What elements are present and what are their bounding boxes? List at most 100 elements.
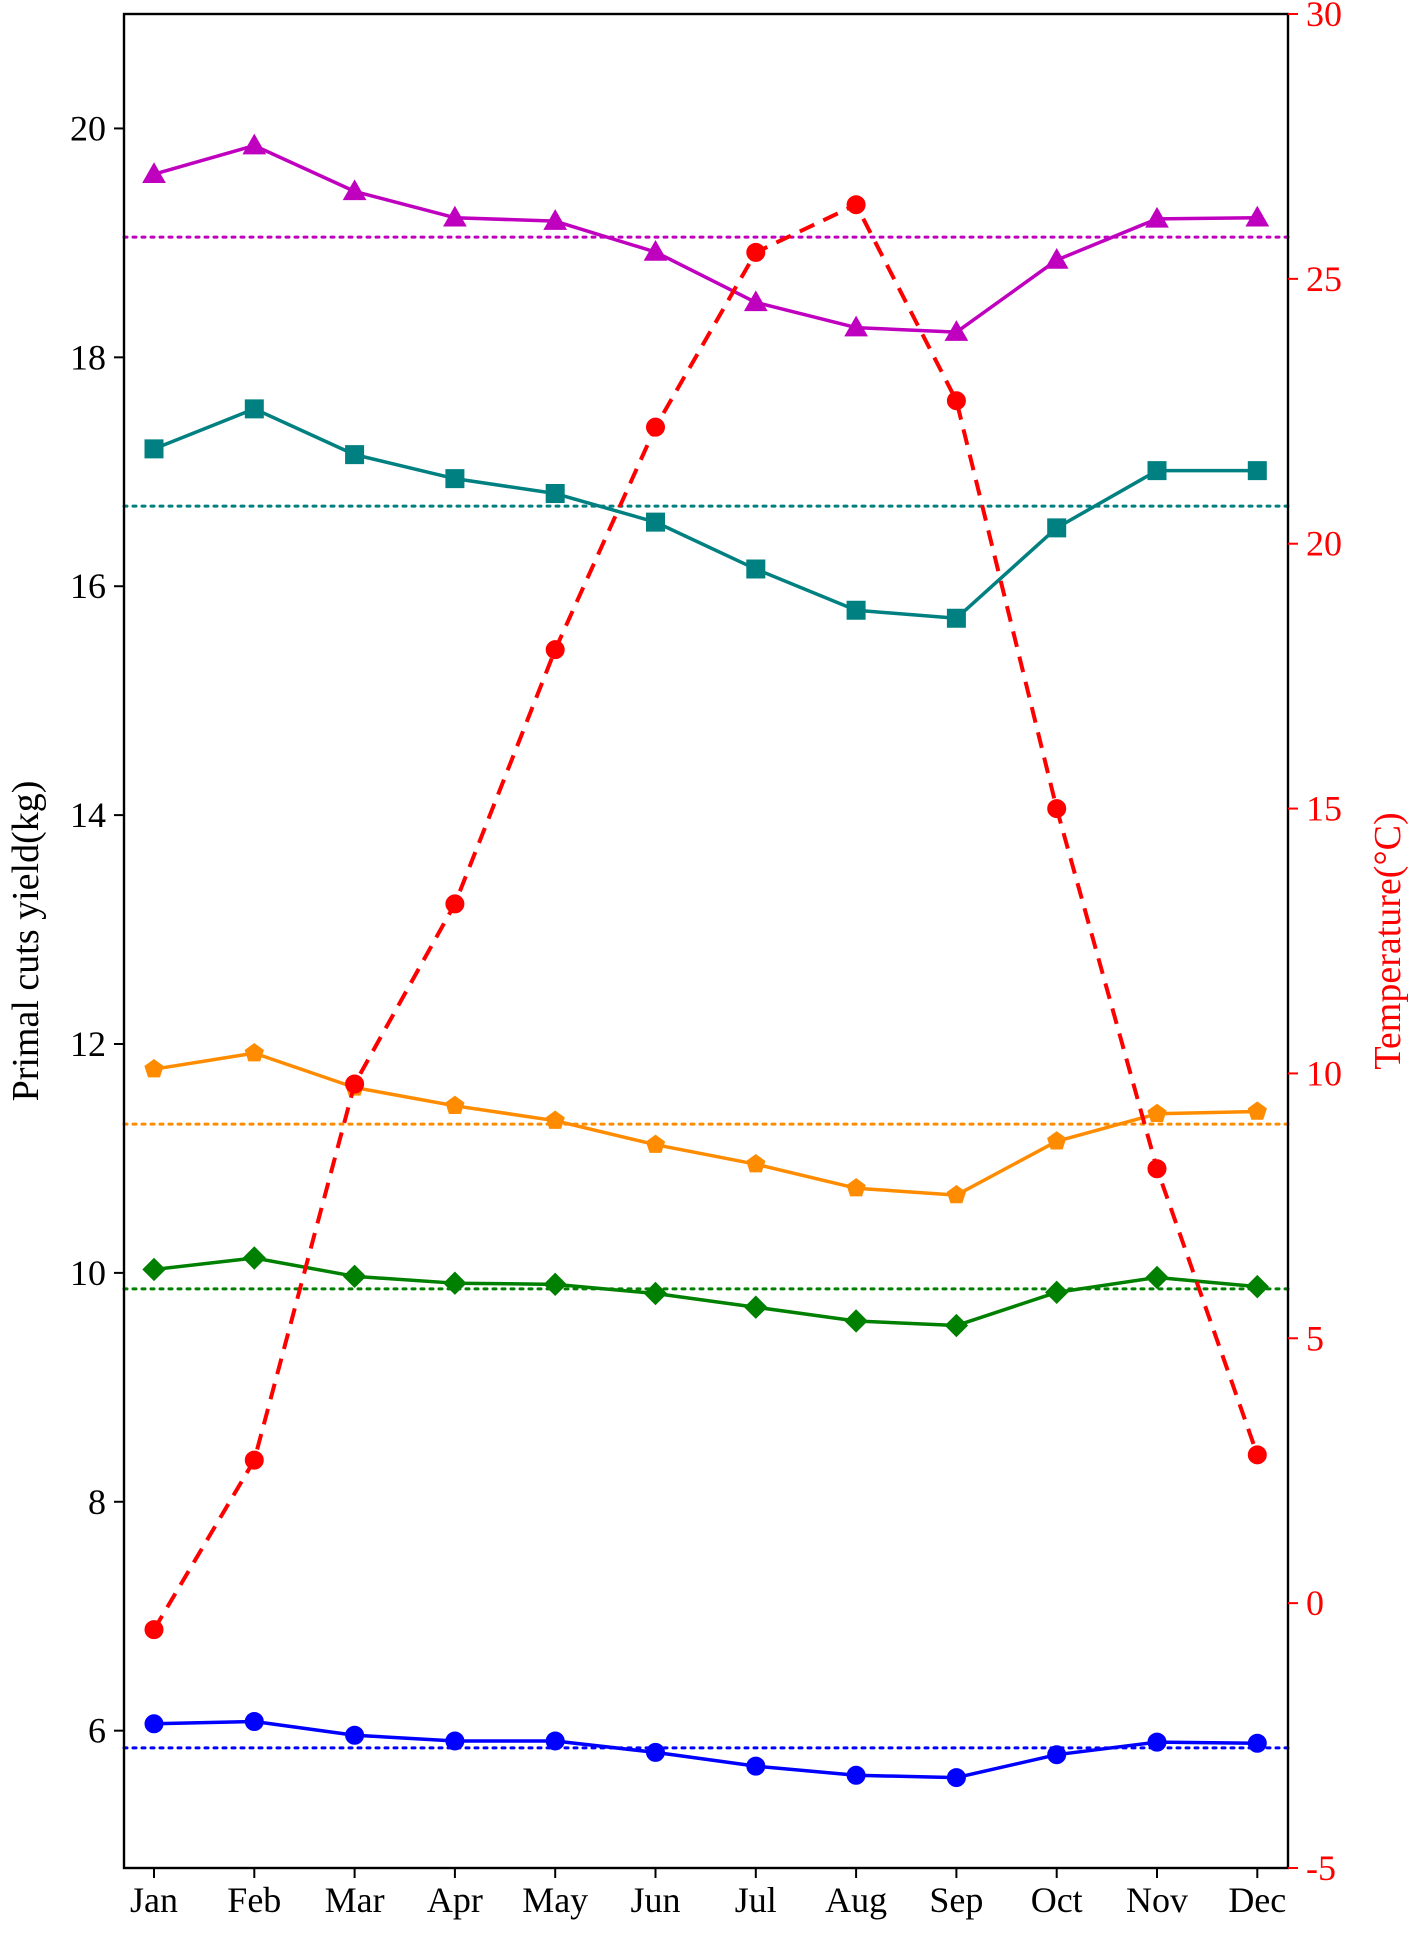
data-point <box>743 290 768 312</box>
data-point <box>846 1178 866 1197</box>
x-tick-label: Mar <box>325 1880 385 1920</box>
left-y-tick-label: 16 <box>70 566 106 606</box>
left-y-tick-label: 18 <box>70 337 106 377</box>
data-point <box>545 1110 565 1129</box>
x-tick-label: Sep <box>929 1880 983 1920</box>
data-point <box>1147 461 1167 481</box>
x-tick-label: Aug <box>825 1880 887 1920</box>
data-point <box>543 209 568 230</box>
data-point <box>846 195 866 215</box>
data-point <box>144 1059 164 1078</box>
left-y-tick-label: 6 <box>88 1711 106 1751</box>
data-point <box>443 205 467 227</box>
left-y-tick-label: 14 <box>70 795 106 835</box>
right-y-tick-label: 25 <box>1306 259 1342 299</box>
data-point <box>844 1309 868 1333</box>
left-y-tick-label: 10 <box>70 1253 106 1293</box>
data-point <box>746 559 766 579</box>
x-tick-label: Nov <box>1126 1880 1188 1920</box>
data-point <box>545 484 565 504</box>
plot-frame <box>122 12 1290 1870</box>
x-tick-label: Oct <box>1031 1880 1083 1920</box>
data-point <box>445 894 465 914</box>
series-line <box>153 407 1258 621</box>
right-y-tick-label: -5 <box>1306 1848 1336 1888</box>
data-point <box>345 1725 365 1745</box>
data-point <box>1245 205 1270 227</box>
right-y-axis-title: Temperature(°C) <box>1367 812 1409 1069</box>
data-point <box>643 1281 668 1306</box>
data-point <box>1247 1101 1267 1120</box>
data-point <box>1047 518 1067 538</box>
data-point <box>144 1620 164 1640</box>
x-tick-label: May <box>522 1880 588 1920</box>
data-point <box>846 600 866 620</box>
series-markers <box>142 133 1270 1788</box>
data-point <box>643 240 668 261</box>
data-point <box>142 162 166 183</box>
left-y-axis-title: Primal cuts yield(kg) <box>5 781 47 1102</box>
data-point <box>646 417 665 437</box>
data-point <box>846 1765 866 1785</box>
series-line <box>153 143 1258 334</box>
data-point <box>946 1184 967 1204</box>
data-point <box>1047 1745 1067 1765</box>
x-tick-label: Dec <box>1228 1880 1286 1920</box>
data-point <box>1047 799 1067 819</box>
right-y-tick-label: 30 <box>1306 0 1342 34</box>
right-y-tick-label: 20 <box>1306 524 1342 564</box>
series-line <box>153 1719 1258 1780</box>
data-point <box>345 445 365 465</box>
x-tick-label: Jul <box>735 1880 777 1920</box>
data-point <box>1147 1159 1167 1179</box>
data-point <box>545 640 565 660</box>
left-y-tick-label: 12 <box>70 1024 106 1064</box>
x-tick-label: Jan <box>130 1880 178 1920</box>
data-point <box>342 179 367 201</box>
data-point <box>746 242 766 262</box>
data-point <box>1247 1733 1267 1753</box>
data-point <box>1145 206 1169 228</box>
data-point <box>646 512 665 532</box>
data-point <box>1145 1265 1169 1290</box>
data-point <box>244 399 264 419</box>
data-point <box>445 469 465 489</box>
data-point <box>142 1257 166 1282</box>
left-y-tick-label: 8 <box>88 1482 106 1522</box>
data-point <box>1044 1280 1069 1305</box>
right-y-axis-ticks: -5 0 5 10 15 20 25 30 <box>1288 0 1342 1888</box>
mean-reference-lines <box>122 235 1290 1750</box>
data-point <box>1147 1732 1167 1752</box>
data-point <box>244 1043 264 1062</box>
data-point <box>242 133 267 155</box>
right-y-tick-label: 5 <box>1306 1318 1324 1358</box>
data-point <box>445 1095 465 1114</box>
data-point <box>1245 1274 1270 1299</box>
data-point <box>944 320 969 341</box>
data-point <box>645 1134 666 1153</box>
series-line <box>153 1051 1258 1197</box>
data-point <box>946 608 966 628</box>
data-point <box>1044 248 1069 269</box>
right-y-tick-label: 15 <box>1306 789 1342 829</box>
series-lines <box>153 143 1258 1780</box>
data-point <box>946 1768 966 1788</box>
data-point <box>944 1313 969 1338</box>
data-point <box>443 1271 467 1295</box>
data-point <box>445 1731 465 1751</box>
data-point <box>342 1264 367 1289</box>
data-point <box>646 1742 665 1762</box>
series-line <box>152 202 1260 1631</box>
data-point <box>545 1731 565 1751</box>
data-point <box>144 439 164 459</box>
data-point <box>244 1450 264 1470</box>
series-line <box>153 1256 1258 1328</box>
left-y-tick-label: 20 <box>70 108 106 148</box>
data-point <box>1247 1445 1267 1465</box>
x-tick-label: Jun <box>630 1880 680 1920</box>
data-point <box>543 1272 567 1297</box>
data-point <box>242 1246 267 1270</box>
data-point <box>1147 1103 1167 1122</box>
data-point <box>345 1074 365 1094</box>
